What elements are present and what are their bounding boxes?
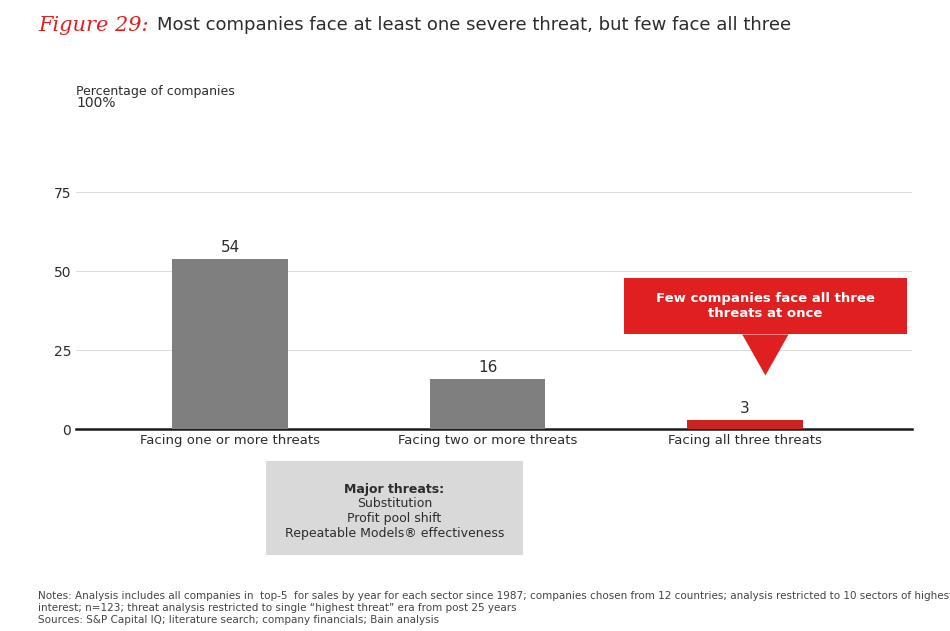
Text: Notes: Analysis includes all companies in  top-5  for sales by year for each sec: Notes: Analysis includes all companies i… <box>38 591 950 625</box>
Text: Percentage of companies: Percentage of companies <box>76 85 235 98</box>
Text: Major threats:: Major threats: <box>344 483 445 496</box>
Text: 16: 16 <box>478 360 497 375</box>
Text: Substitution
Profit pool shift
Repeatable Models® effectiveness: Substitution Profit pool shift Repeatabl… <box>285 497 504 540</box>
Text: Few companies face all three
threats at once: Few companies face all three threats at … <box>656 292 875 320</box>
Text: 100%: 100% <box>76 97 116 110</box>
Bar <box>429 379 545 429</box>
Text: 3: 3 <box>740 401 750 416</box>
Bar <box>173 259 288 429</box>
Text: Most companies face at least one severe threat, but few face all three: Most companies face at least one severe … <box>157 16 790 34</box>
Polygon shape <box>742 334 788 375</box>
Bar <box>687 420 803 429</box>
FancyBboxPatch shape <box>624 278 907 334</box>
Text: 54: 54 <box>220 240 240 255</box>
Text: Figure 29:: Figure 29: <box>38 16 148 35</box>
